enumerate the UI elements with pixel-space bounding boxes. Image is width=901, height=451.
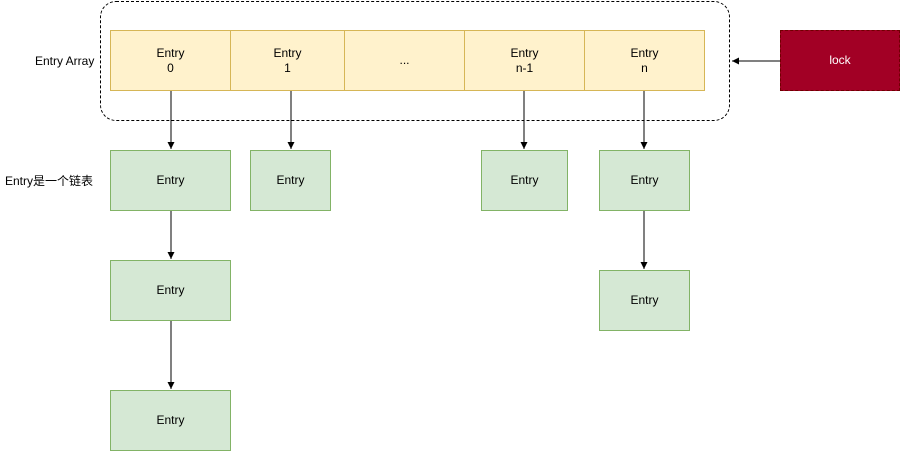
chain-n-node-1: Entry (599, 270, 690, 331)
chain-0-node-2-label: Entry (156, 413, 185, 427)
chain-0-node-2: Entry (110, 390, 231, 451)
chain-n-minus-1-node-0-label: Entry (510, 173, 539, 187)
chain-1-node-0-label: Entry (276, 173, 305, 187)
array-cell-n-minus-1: Entry n-1 (464, 30, 585, 91)
chain-n-node-1-label: Entry (630, 293, 659, 307)
array-cell-n: Entry n (584, 30, 705, 91)
chain-0-node-0: Entry (110, 150, 231, 211)
chain-n-minus-1-node-0: Entry (481, 150, 568, 211)
array-cell-ellipsis-text: ... (399, 53, 410, 67)
lock-label: lock (829, 53, 851, 67)
array-cell-1: Entry 1 (230, 30, 345, 91)
chain-1-node-0: Entry (250, 150, 331, 211)
lock-box: lock (780, 30, 900, 91)
array-cell-n-title: Entry (630, 45, 659, 60)
array-cell-0-title: Entry (156, 45, 185, 60)
chain-0-node-0-label: Entry (156, 173, 185, 187)
chain-n-node-0: Entry (599, 150, 690, 211)
chain-n-node-0-label: Entry (630, 173, 659, 187)
array-cell-0-index: 0 (167, 60, 174, 75)
entry-array-label: Entry Array (35, 54, 95, 68)
array-cell-n-index: n (641, 60, 648, 75)
chain-0-node-1-label: Entry (156, 283, 185, 297)
chain-0-node-1: Entry (110, 260, 231, 321)
array-cell-n-minus-1-title: Entry (510, 45, 539, 60)
entry-linked-list-label: Entry是一个链表 (5, 174, 94, 188)
array-cell-ellipsis: ... (344, 30, 465, 91)
array-cell-1-title: Entry (273, 45, 302, 60)
array-cell-1-index: 1 (284, 60, 291, 75)
array-group-outline (100, 1, 730, 121)
array-cell-0: Entry 0 (110, 30, 231, 91)
array-cell-n-minus-1-index: n-1 (515, 60, 534, 75)
